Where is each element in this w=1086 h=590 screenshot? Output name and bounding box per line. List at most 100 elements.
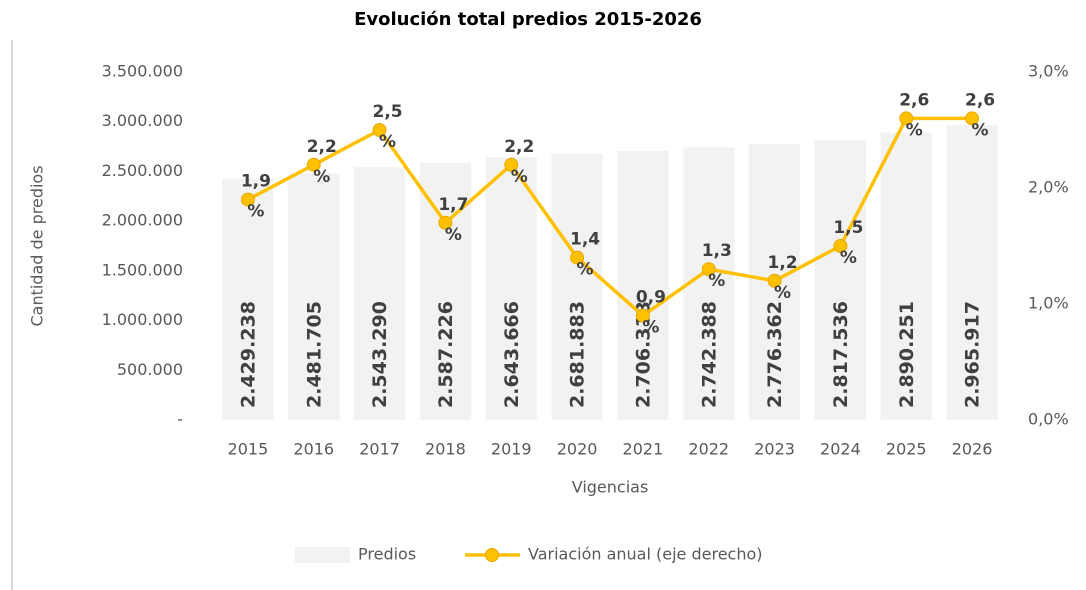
bar-value-label: 2.890.251 [896,301,918,408]
bar-value-label: 2.965.917 [962,301,984,408]
bar [222,178,274,420]
y2-tick-label: 2,0% [1028,178,1069,197]
x-tick-label: 2024 [820,440,861,459]
y-tick-label: 3.000.000 [102,111,183,130]
x-tick-label: 2021 [623,440,664,459]
label-line: 1,9 [241,172,271,192]
label-line: 1,3 [702,241,732,261]
x-axis-title: Vigencias [572,478,649,497]
label-line: % [511,167,528,187]
line-value-label: 1,2% [768,253,798,303]
line-value-label: 1,5% [833,218,863,268]
label-line: % [972,120,989,140]
y2-tick-label: 1,0% [1028,294,1069,313]
line-value-label: 2,2% [504,137,534,187]
line-value-label: 1,7% [438,195,468,245]
label-line: 1,7 [438,195,468,215]
y-tick-label: 2.000.000 [102,211,183,230]
bar-value-label: 2.776.362 [764,301,786,408]
bar [814,139,867,420]
bar-value-label: 2.681.883 [567,301,589,408]
bar [288,173,340,420]
y-tick-label: 1.000.000 [102,310,183,329]
x-tick-label: 2017 [359,440,400,459]
line-marker [504,157,519,172]
label-line: % [708,271,725,291]
label-line: % [247,202,264,222]
y-tick-label: - [177,410,183,429]
label-line: % [577,260,594,280]
x-tick-label: 2020 [557,440,598,459]
legend-label: Variación anual (eje derecho) [528,545,763,564]
label-line: % [445,225,462,245]
chart-title: Evolución total predios 2015-2026 [354,9,702,30]
legend-label: Predios [358,545,416,564]
bar [946,125,998,420]
line-marker [833,239,848,253]
line-marker [240,192,255,207]
bar [485,157,537,420]
line-marker [899,111,914,126]
label-line: % [313,167,330,187]
bar [880,132,932,420]
x-tick-label: 2022 [688,440,729,459]
bar [683,147,735,420]
label-line: 2,6 [965,90,995,110]
label-line: % [840,248,857,268]
line-value-label: 1,4% [570,230,600,280]
x-tick-label: 2023 [754,440,795,459]
x-tick-label: 2018 [425,440,466,459]
line [247,116,973,318]
bar-value-label: 2.429.238 [237,301,259,408]
bar-value-label: 2.643.666 [501,301,523,408]
bar [617,150,669,420]
label-line: 1,4 [570,230,600,250]
label-line: % [906,120,923,140]
line-marker [965,111,980,126]
line-marker [372,123,387,137]
bar-value-label: 2.587.226 [435,301,457,408]
bar [353,167,406,420]
label-line: % [642,318,659,338]
x-tick-label: 2016 [293,440,334,459]
line-value-label: 1,3% [702,241,732,291]
bar-value-label: 2.742.388 [698,301,720,408]
line-value-label: 2,6% [965,90,995,140]
line-marker [701,262,716,277]
line-value-label: 2,6% [899,90,929,140]
line-marker [570,250,585,265]
y-tick-label: 2.500.000 [102,161,183,180]
y-tick-label: 500.000 [117,360,183,379]
bar-value-label: 2.481.705 [303,301,325,408]
label-line: 2,5 [373,102,403,122]
line-marker [767,273,782,288]
line-value-label: 1,9% [241,172,271,222]
label-line: 1,5 [833,218,863,238]
x-tick-label: 2026 [952,440,993,459]
bar-value-label: 2.543.290 [369,301,391,408]
line-marker [635,308,650,323]
line-marker [438,215,453,230]
label-line: 2,6 [899,90,929,110]
y-tick-label: 3.500.000 [102,62,183,81]
label-line: 2,2 [307,137,337,157]
label-line: 1,2 [768,253,798,273]
label-line: % [774,283,791,303]
line-value-label: 0,9% [636,288,666,338]
x-tick-label: 2015 [228,440,269,459]
line-marker [306,157,321,172]
y-axis-title: Cantidad de predios [28,165,47,326]
bar-value-label: 2.706.313 [632,301,654,408]
line-value-label: 2,5% [373,102,403,152]
y-tick-label: 1.500.000 [102,260,183,279]
legend-swatch [485,548,499,562]
y2-tick-label: 0,0% [1028,410,1069,429]
y2-tick-label: 3,0% [1028,62,1069,81]
line-value-label: 2,2% [307,137,337,187]
label-line: % [379,132,396,152]
x-tick-label: 2025 [886,440,927,459]
x-tick-label: 2019 [491,440,532,459]
bar-value-label: 2.817.536 [830,301,852,408]
label-line: 0,9 [636,288,666,308]
